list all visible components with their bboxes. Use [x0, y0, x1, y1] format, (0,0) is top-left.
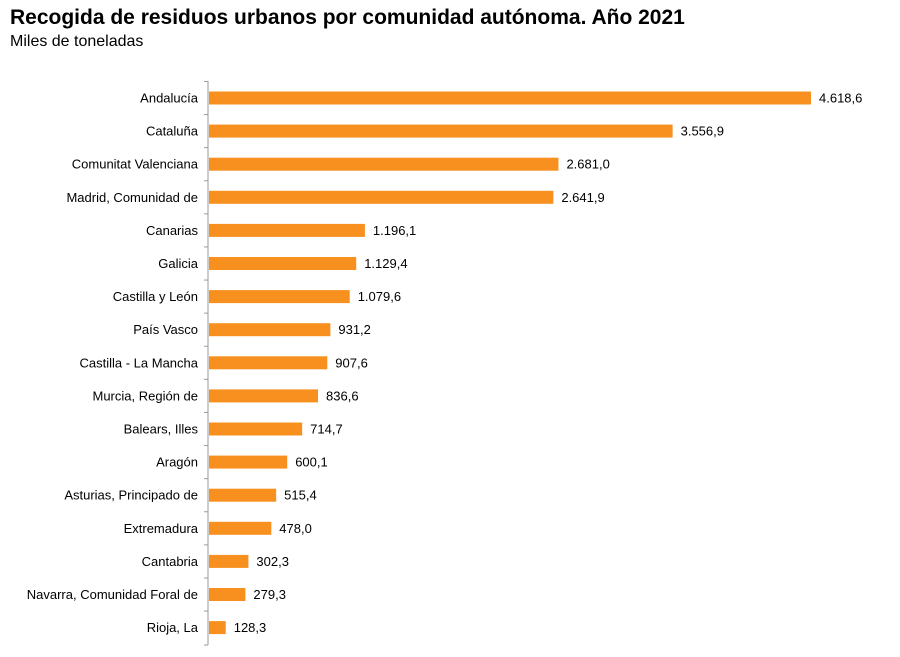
value-label: 4.618,6 — [819, 91, 862, 106]
bar — [209, 356, 328, 370]
bar — [209, 290, 350, 304]
chart-title: Recogida de residuos urbanos por comunid… — [10, 6, 685, 29]
category-label: Castilla y León — [113, 289, 198, 304]
bar — [209, 521, 272, 535]
category-label: Balears, Illes — [124, 422, 199, 437]
bar — [209, 157, 559, 171]
category-label: Murcia, Región de — [93, 388, 199, 403]
value-label: 1.079,6 — [358, 289, 401, 304]
bar — [209, 257, 357, 270]
category-label: Galicia — [158, 256, 199, 271]
value-label: 907,6 — [335, 355, 368, 370]
bar — [209, 190, 554, 204]
bar — [209, 554, 249, 568]
bar — [209, 223, 365, 237]
bar — [209, 91, 811, 105]
value-label: 836,6 — [326, 388, 359, 403]
bar — [209, 124, 673, 138]
value-label: 302,3 — [256, 554, 289, 569]
bar — [209, 323, 331, 337]
category-label: Madrid, Comunidad de — [66, 190, 198, 205]
bar — [209, 621, 226, 635]
category-label: Andalucía — [140, 91, 199, 106]
category-label: Cataluña — [146, 124, 199, 139]
category-label: Extremadura — [124, 521, 199, 536]
value-label: 2.681,0 — [566, 157, 609, 172]
value-label: 128,3 — [234, 620, 267, 635]
value-label: 1.196,1 — [373, 223, 416, 238]
value-label: 600,1 — [295, 455, 328, 470]
category-label: Cantabria — [142, 554, 199, 569]
category-label: Castilla - La Mancha — [80, 355, 199, 370]
bar — [209, 488, 277, 502]
category-label: Navarra, Comunidad Foral de — [27, 587, 198, 602]
value-label: 1.129,4 — [364, 256, 407, 271]
chart-subtitle: Miles de toneladas — [10, 33, 144, 50]
category-label: Rioja, La — [147, 620, 199, 635]
bar — [209, 389, 319, 403]
category-label: Comunitat Valenciana — [72, 157, 199, 172]
bar — [209, 588, 246, 601]
category-label: Canarias — [146, 223, 199, 238]
value-label: 2.641,9 — [561, 190, 604, 205]
bar — [209, 455, 288, 469]
value-label: 714,7 — [310, 422, 343, 437]
category-label: Asturias, Principado de — [64, 488, 198, 503]
value-label: 478,0 — [279, 521, 312, 536]
bar — [209, 422, 303, 436]
value-label: 931,2 — [338, 322, 371, 337]
value-label: 279,3 — [253, 587, 286, 602]
category-label: Aragón — [156, 455, 198, 470]
category-label: País Vasco — [133, 322, 198, 337]
value-label: 515,4 — [284, 488, 317, 503]
value-label: 3.556,9 — [681, 124, 724, 139]
